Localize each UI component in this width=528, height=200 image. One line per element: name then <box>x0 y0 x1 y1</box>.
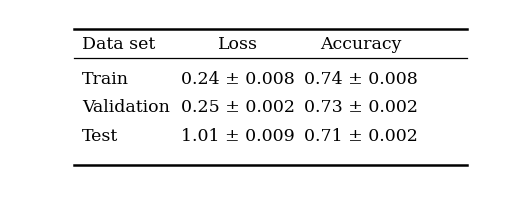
Text: 0.74 ± 0.008: 0.74 ± 0.008 <box>304 71 418 88</box>
Text: 0.24 ± 0.008: 0.24 ± 0.008 <box>181 71 295 88</box>
Text: 1.01 ± 0.009: 1.01 ± 0.009 <box>181 128 295 145</box>
Text: Validation: Validation <box>82 99 170 116</box>
Text: Train: Train <box>82 71 129 88</box>
Text: 0.71 ± 0.002: 0.71 ± 0.002 <box>304 128 418 145</box>
Text: 0.25 ± 0.002: 0.25 ± 0.002 <box>181 99 295 116</box>
Text: Test: Test <box>82 128 119 145</box>
Text: 0.73 ± 0.002: 0.73 ± 0.002 <box>304 99 418 116</box>
Text: Data set: Data set <box>82 36 156 53</box>
Text: Accuracy: Accuracy <box>320 36 401 53</box>
Text: Loss: Loss <box>218 36 258 53</box>
